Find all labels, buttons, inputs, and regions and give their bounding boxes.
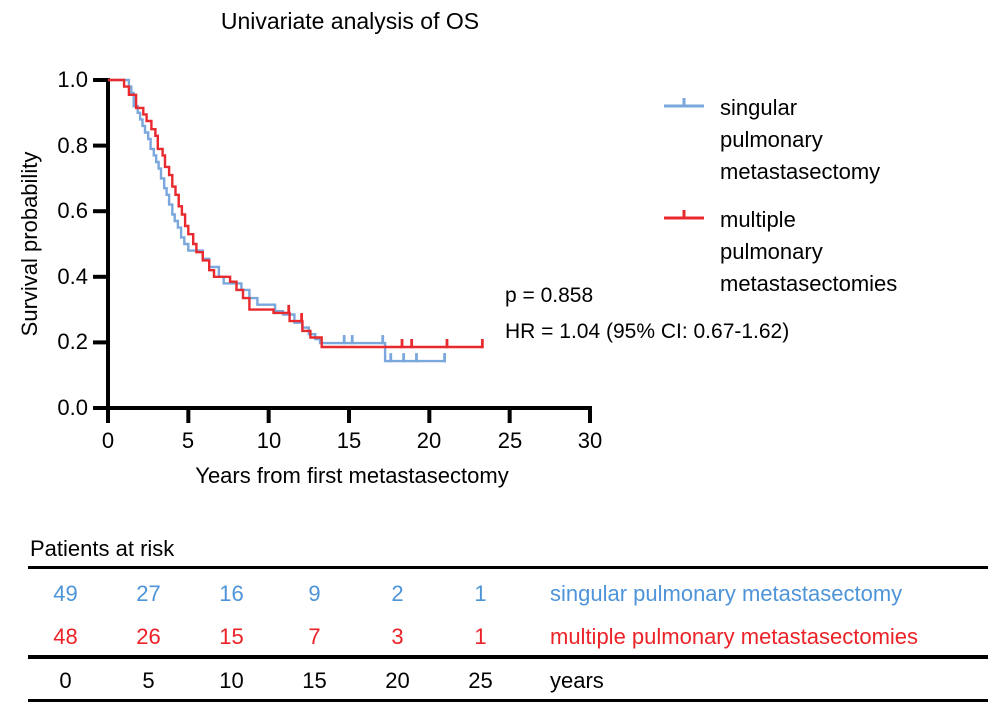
legend-entry-multiple: multiple pulmonary metastasectomies [720, 204, 897, 300]
legend-marker-multiple [664, 210, 704, 220]
km-curve-singular [108, 78, 446, 363]
risk-time-value: 0 [59, 668, 72, 693]
risk-time-value: 15 [302, 668, 327, 693]
risk-table-divider [28, 566, 988, 569]
risk-row-multiple: 48 26 15 7 3 1 [24, 624, 522, 650]
risk-row-label-singular: singular pulmonary metastasectomy [550, 581, 903, 606]
hazard-ratio-annotation: HR = 1.04 (95% CI: 0.67-1.62) [505, 320, 790, 343]
x-tick-label: 25 [497, 428, 523, 453]
risk-count: 3 [391, 624, 404, 649]
y-tick-label: 0.8 [57, 133, 88, 158]
legend-text-line: singular [720, 95, 798, 120]
risk-table-divider [28, 655, 988, 659]
y-tick-label: 0.0 [57, 395, 88, 420]
legend-text-line: metastasectomy [720, 159, 881, 184]
legend-marker-singular [664, 98, 704, 108]
risk-row-label-multiple: multiple pulmonary metastasectomies [550, 624, 919, 649]
x-tick-label: 30 [577, 428, 603, 453]
risk-count: 1 [474, 581, 487, 606]
x-tick-label: 0 [101, 428, 115, 453]
risk-count: 49 [53, 581, 78, 606]
risk-count: 7 [308, 624, 321, 649]
risk-table-title: Patients at risk [30, 536, 175, 561]
risk-count: 27 [136, 581, 161, 606]
p-value-annotation: p = 0.858 [505, 284, 594, 307]
legend-text-line: metastasectomies [720, 271, 898, 296]
y-tick-label: 0.4 [57, 264, 88, 289]
chart-title: Univariate analysis of OS [220, 8, 480, 34]
risk-count: 9 [308, 581, 321, 606]
x-tick-label: 15 [336, 428, 362, 453]
risk-time-value: 10 [219, 668, 244, 693]
risk-count: 16 [219, 581, 244, 606]
x-tick-label: 10 [256, 428, 282, 453]
risk-time-value: 5 [142, 668, 155, 693]
risk-count: 2 [391, 581, 404, 606]
legend-entry-singular: singular pulmonary metastasectomy [720, 92, 880, 188]
risk-row-singular: 49 27 16 9 2 1 [24, 581, 522, 607]
risk-count: 48 [53, 624, 78, 649]
y-axis-title: Survival probability [17, 151, 42, 337]
risk-time-unit-label: years [550, 668, 604, 693]
risk-count: 1 [474, 624, 487, 649]
y-tick-label: 1.0 [57, 67, 88, 92]
y-tick-label: 0.2 [57, 329, 88, 354]
risk-time-row: 0 5 10 15 20 25 [24, 668, 522, 694]
y-tick-label: 0.6 [57, 198, 88, 223]
x-axis-title: Years from first metastasectomy [195, 463, 509, 488]
x-tick-label: 20 [416, 428, 442, 453]
legend-text-line: pulmonary [720, 127, 823, 152]
risk-table-divider [28, 699, 988, 702]
survival-plot-canvas [93, 78, 592, 423]
risk-time-value: 20 [385, 668, 410, 693]
km-curve-multiple [108, 78, 484, 349]
legend-text-line: multiple [720, 207, 796, 232]
risk-count: 26 [136, 624, 161, 649]
risk-count: 15 [219, 624, 244, 649]
x-tick-label: 5 [181, 428, 195, 453]
risk-time-value: 25 [468, 668, 493, 693]
legend-text-line: pulmonary [720, 239, 823, 264]
